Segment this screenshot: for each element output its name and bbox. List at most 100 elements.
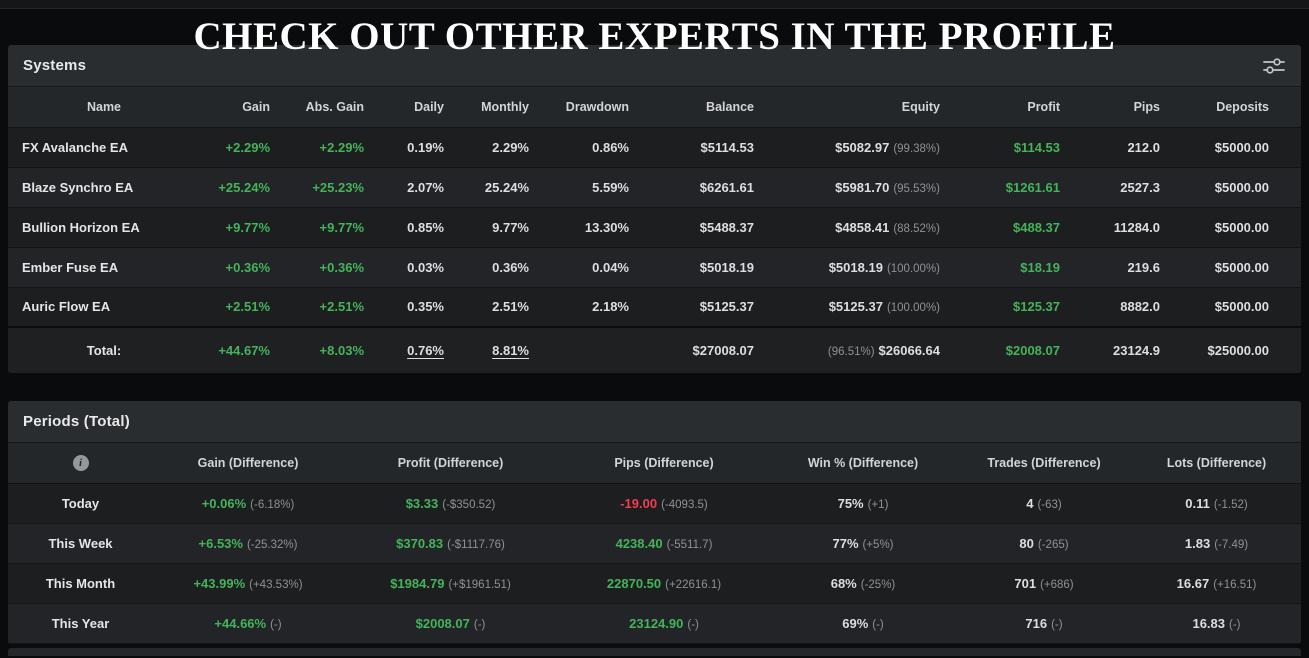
equity-percent: (95.53%) bbox=[893, 182, 940, 195]
system-name-link[interactable]: Blaze Synchro EA bbox=[22, 179, 134, 195]
system-name-link[interactable]: FX Avalanche EA bbox=[22, 139, 128, 155]
periods-header-row: i Gain (Difference) Profit (Difference) … bbox=[8, 443, 1301, 484]
system-row[interactable]: Blaze Synchro EA +25.24% +25.23% 2.07% 2… bbox=[8, 167, 1301, 207]
win-diff: (+5%) bbox=[862, 538, 894, 551]
lots-value: 16.67 bbox=[1176, 575, 1210, 591]
cell-profit: $1984.79 (+$1961.51) bbox=[343, 563, 558, 603]
trades-value: 4 bbox=[1026, 495, 1034, 511]
cell-pips: 4238.40 (-5511.7) bbox=[558, 523, 770, 563]
trades-value: 701 bbox=[1014, 575, 1037, 591]
profit-value: $1984.79 bbox=[390, 575, 445, 591]
win-diff: (-) bbox=[872, 618, 884, 631]
col-header-profit-diff: Profit (Difference) bbox=[343, 443, 558, 484]
cell-gain: +43.99% (+43.53%) bbox=[153, 563, 343, 603]
period-row-this-year: This Year +44.66% (-) $2008.07 (-) 23124.9… bbox=[8, 603, 1301, 643]
pips-diff: (-4093.5) bbox=[661, 498, 708, 511]
cell-lots: 16.67 (+16.51) bbox=[1132, 563, 1301, 603]
cell-balance: $6261.61 bbox=[699, 179, 754, 195]
system-row[interactable]: Bullion Horizon EA +9.77% +9.77% 0.85% 9… bbox=[8, 207, 1301, 247]
cell-pips: 8882.0 bbox=[1120, 299, 1160, 315]
cell-profit: $1261.61 bbox=[1005, 179, 1060, 195]
trades-value: 80 bbox=[1019, 535, 1034, 551]
cell-lots: 0.11 (-1.52) bbox=[1132, 483, 1301, 523]
pips-diff: (-) bbox=[687, 618, 699, 631]
cell-abs-gain: +2.29% bbox=[319, 139, 364, 155]
system-row[interactable]: Auric Flow EA +2.51% +2.51% 0.35% 2.51% … bbox=[8, 287, 1301, 327]
cell-drawdown: 2.18% bbox=[592, 299, 629, 315]
gain-value: +6.53% bbox=[198, 535, 243, 551]
cell-monthly: 2.29% bbox=[492, 139, 529, 155]
equity-value: $5125.37 bbox=[828, 299, 883, 315]
equity-value: $5981.70 bbox=[835, 179, 890, 195]
next-panel-edge bbox=[8, 647, 1301, 656]
periods-panel-header: Periods (Total) bbox=[8, 401, 1301, 443]
profit-value: $2008.07 bbox=[415, 615, 470, 631]
total-abs-gain: +8.03% bbox=[284, 326, 378, 373]
pips-value: -19.00 bbox=[620, 495, 658, 511]
lots-diff: (-7.49) bbox=[1214, 538, 1249, 551]
profit-diff: (-$350.52) bbox=[442, 498, 496, 511]
win-value: 77% bbox=[832, 535, 859, 551]
cell-win: 77% (+5%) bbox=[770, 523, 956, 563]
system-row[interactable]: Ember Fuse EA +0.36% +0.36% 0.03% 0.36% … bbox=[8, 247, 1301, 287]
equity-value: $5018.19 bbox=[828, 259, 883, 275]
cell-balance: $5114.53 bbox=[700, 139, 754, 155]
gain-value: +0.06% bbox=[201, 495, 247, 511]
cell-profit: $125.37 bbox=[1013, 299, 1060, 315]
total-equity-value: $26066.64 bbox=[878, 343, 940, 358]
period-row-this-month: This Month +43.99% (+43.53%) $1984.79 (+$1… bbox=[8, 563, 1301, 603]
cell-trades: 716 (-) bbox=[956, 603, 1132, 643]
cell-daily: 0.19% bbox=[407, 139, 444, 155]
total-profit: $2008.07 bbox=[954, 326, 1074, 373]
cell-abs-gain: +0.36% bbox=[319, 259, 364, 275]
system-name-link[interactable]: Auric Flow EA bbox=[22, 299, 111, 315]
total-pips: 23124.9 bbox=[1074, 326, 1174, 373]
equity-value: $5082.97 bbox=[835, 139, 890, 155]
system-name-link[interactable]: Bullion Horizon EA bbox=[22, 219, 140, 235]
total-monthly: 8.81% bbox=[458, 326, 543, 373]
total-balance: $27008.07 bbox=[643, 326, 768, 373]
trades-diff: (-265) bbox=[1037, 538, 1069, 551]
col-header-win-diff: Win % (Difference) bbox=[770, 443, 956, 484]
gain-diff: (-) bbox=[270, 618, 282, 631]
info-icon[interactable]: i bbox=[72, 454, 89, 471]
cell-drawdown: 0.04% bbox=[592, 259, 629, 275]
cell-deposits: $5000.00 bbox=[1214, 179, 1269, 195]
cell-drawdown: 5.59% bbox=[592, 179, 629, 195]
profit-value: $3.33 bbox=[405, 495, 439, 511]
system-name-link[interactable]: Ember Fuse EA bbox=[22, 259, 119, 275]
profit-diff: (-$1117.76) bbox=[447, 538, 505, 551]
total-monthly-value: 8.81% bbox=[492, 343, 529, 358]
periods-title: Periods (Total) bbox=[23, 413, 130, 430]
trades-diff: (-) bbox=[1051, 618, 1063, 631]
pips-diff: (+22616.1) bbox=[665, 578, 722, 591]
cell-trades: 80 (-265) bbox=[956, 523, 1132, 563]
cell-balance: $5125.37 bbox=[699, 299, 754, 315]
cell-pips: 11284.0 bbox=[1113, 219, 1160, 235]
systems-title: Systems bbox=[23, 57, 87, 74]
periods-panel: Periods (Total) i Gain (Difference) Prof… bbox=[8, 401, 1301, 644]
cell-gain: +0.36% bbox=[225, 259, 270, 275]
cell-abs-gain: +9.77% bbox=[319, 219, 364, 235]
total-daily-value: 0.76% bbox=[407, 343, 444, 358]
filter-sliders-icon[interactable] bbox=[1262, 57, 1286, 75]
profit-diff: (+$1961.51) bbox=[448, 578, 511, 591]
cell-gain: +2.29% bbox=[225, 139, 270, 155]
col-header-profit: Profit bbox=[954, 87, 1074, 128]
gain-diff: (+43.53%) bbox=[249, 578, 303, 591]
periods-table: i Gain (Difference) Profit (Difference) … bbox=[8, 443, 1301, 644]
cell-daily: 2.07% bbox=[407, 179, 444, 195]
cell-deposits: $5000.00 bbox=[1214, 219, 1269, 235]
col-header-daily: Daily bbox=[378, 87, 458, 128]
cell-profit: $370.83 (-$1117.76) bbox=[343, 523, 558, 563]
total-daily: 0.76% bbox=[378, 326, 458, 373]
pips-diff: (-5511.7) bbox=[666, 538, 713, 551]
total-deposits: $25000.00 bbox=[1174, 326, 1301, 373]
system-row[interactable]: FX Avalanche EA +2.29% +2.29% 0.19% 2.29… bbox=[8, 127, 1301, 167]
lots-value: 0.11 bbox=[1185, 495, 1210, 511]
col-header-gain: Gain bbox=[200, 87, 284, 128]
cell-win: 68% (-25%) bbox=[770, 563, 956, 603]
lots-diff: (+16.51) bbox=[1213, 578, 1257, 591]
cell-profit: $2008.07 (-) bbox=[343, 603, 558, 643]
col-header-monthly: Monthly bbox=[458, 87, 543, 128]
